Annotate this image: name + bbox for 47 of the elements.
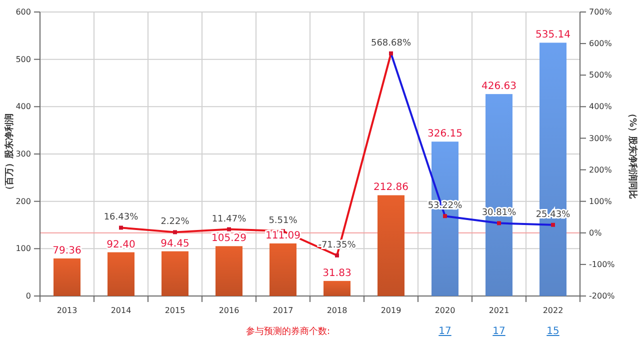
data-label: 426.63 [482, 81, 516, 92]
y2-tick-label: 0% [589, 228, 602, 238]
x-tick-label: 2021 [488, 306, 510, 315]
x-tick-label: 2015 [164, 306, 186, 315]
y-tick-label: 600 [16, 8, 31, 17]
x-tick-label: 2022 [542, 306, 564, 315]
y2-tick-label: -200% [589, 292, 616, 301]
text: 17 [492, 326, 506, 337]
data-label: 568.68% [370, 38, 412, 48]
text: 15 [546, 326, 560, 337]
data-label: 31.83 [322, 268, 352, 279]
data-label: 535.14 [536, 30, 570, 41]
data-label: 326.15 [428, 128, 462, 140]
y2-tick-label: -100% [589, 260, 616, 270]
data-label: 94.45 [160, 238, 190, 250]
y-tick-label: 100 [16, 244, 31, 254]
data-label: 16.43% [104, 212, 139, 223]
x-tick-label: 2018 [326, 306, 348, 315]
data-label: 212.86 [374, 182, 408, 194]
data-label: 79.36 [52, 245, 82, 256]
x-tick-label: 2020 [434, 306, 456, 315]
y-tick-label: 0 [26, 292, 31, 301]
y-axis-title: （百万）股东净利润 [4, 114, 15, 194]
data-label: 5.51% [268, 216, 298, 226]
data-label: 11.47% [212, 214, 247, 224]
text: 参与预测的券商个数: [246, 326, 330, 337]
text: 17 [438, 326, 452, 337]
y-tick-label: 200 [16, 196, 31, 206]
x-tick-label: 2013 [56, 306, 78, 315]
y-tick-label: 400 [16, 102, 31, 112]
x-tick-label: 2014 [110, 306, 132, 315]
y-tick-label: 500 [16, 54, 31, 64]
x-tick-label: 2019 [380, 306, 402, 315]
data-label: 105.29 [212, 233, 246, 244]
data-label: 2.22% [160, 217, 190, 228]
y2-tick-label: 400% [589, 102, 612, 112]
y-tick-label: 300 [16, 150, 31, 159]
x-tick-label: 2017 [272, 306, 294, 315]
y2-tick-label: 700% [589, 8, 612, 17]
y2-axis-title: （%）股东净利润同比 [627, 108, 638, 200]
y2-tick-label: 100% [589, 196, 612, 206]
y2-tick-label: 200% [589, 165, 612, 174]
x-tick-label: 2016 [218, 306, 240, 315]
y2-tick-label: 500% [589, 70, 612, 80]
y2-tick-label: 600% [589, 39, 612, 48]
data-label: 92.40 [106, 239, 136, 250]
y2-tick-label: 300% [589, 134, 612, 143]
